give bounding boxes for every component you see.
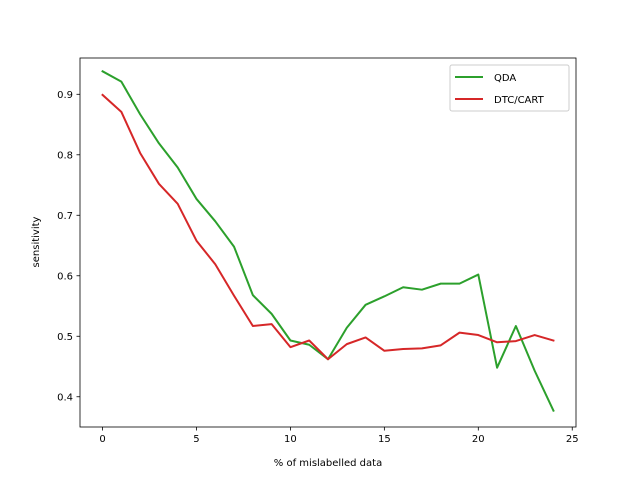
y-axis-title: sensitivity xyxy=(31,216,42,267)
x-tick-label: 10 xyxy=(284,434,297,445)
y-tick-label: 0.6 xyxy=(57,271,73,282)
x-axis: 0 5 10 15 20 25 xyxy=(99,427,579,445)
series-line-dtc-cart xyxy=(101,93,555,361)
x-tick-label: 0 xyxy=(99,434,105,445)
legend-label-qda: QDA xyxy=(494,73,516,84)
y-tick-label: 0.5 xyxy=(57,332,73,343)
y-axis: 0.4 0.5 0.6 0.7 0.8 0.9 xyxy=(57,90,80,403)
x-tick-label: 5 xyxy=(193,434,199,445)
x-axis-title: % of mislabelled data xyxy=(274,458,382,469)
y-tick-label: 0.9 xyxy=(57,90,73,101)
y-tick-label: 0.4 xyxy=(57,392,73,403)
x-tick-label: 25 xyxy=(566,434,579,445)
y-tick-label: 0.7 xyxy=(57,211,73,222)
x-tick-label: 20 xyxy=(472,434,485,445)
series-lines xyxy=(101,69,555,413)
plot-frame xyxy=(79,57,577,428)
y-tick-label: 0.8 xyxy=(57,150,73,161)
legend: QDA DTC/CART xyxy=(449,64,570,112)
legend-label-dtc-cart: DTC/CART xyxy=(494,95,545,106)
x-tick-label: 15 xyxy=(378,434,391,445)
